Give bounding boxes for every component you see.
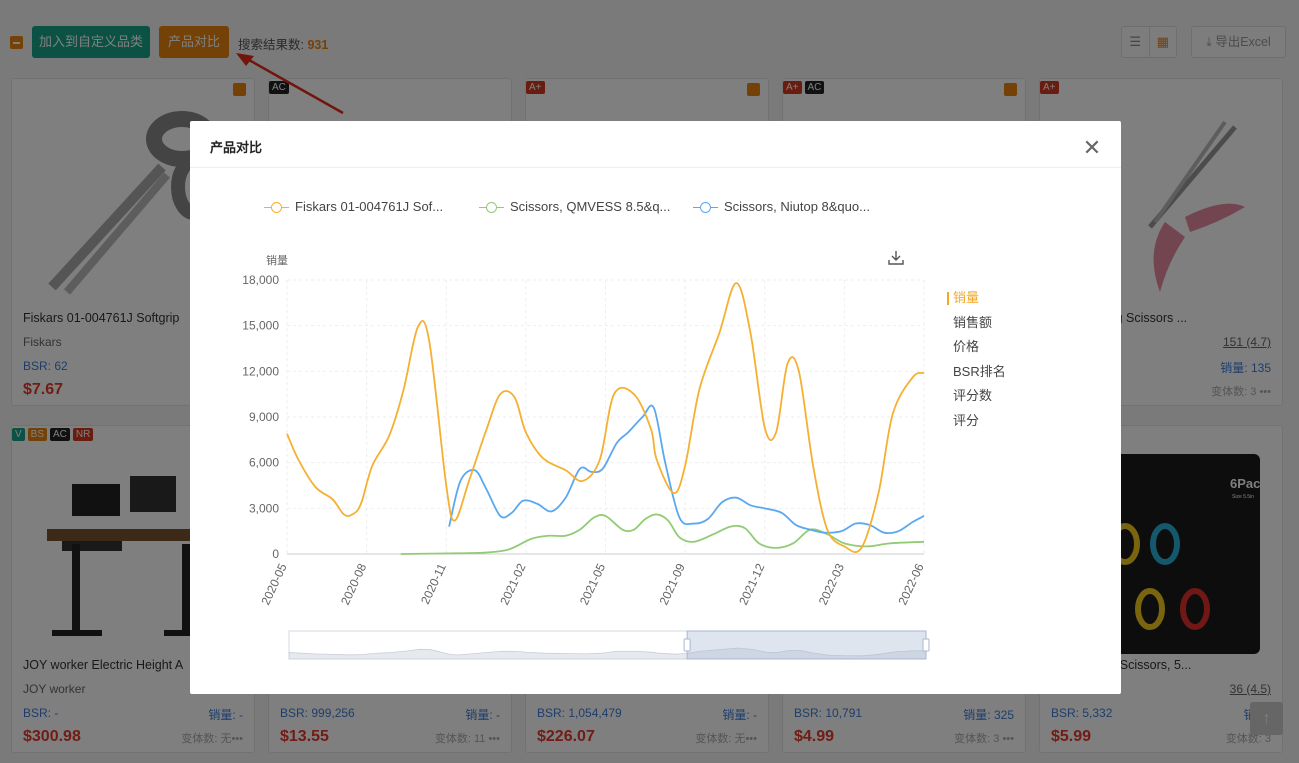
zoom-handle-right[interactable]	[922, 638, 930, 652]
series-line-1	[286, 282, 925, 554]
modal-title: 产品对比	[210, 140, 263, 155]
y-axis-label: 销量	[266, 253, 288, 267]
legend-item[interactable]: Scissors, QMVESS 8.5&q...	[479, 199, 670, 214]
x-tick-label: 2020-08	[338, 561, 369, 607]
metric-option[interactable]: 评分	[953, 412, 980, 428]
product-compare-modal: 产品对比 ✕ Fiskars 01-004761J Sof... Scissors…	[190, 121, 1121, 694]
y-tick-label: 0	[272, 547, 279, 561]
metric-option[interactable]: 销量	[947, 288, 1006, 313]
x-tick-label: 2021-05	[577, 561, 608, 607]
legend-item[interactable]: Scissors, Niutop 8&quo...	[693, 199, 870, 214]
x-tick-label: 2021-02	[497, 561, 528, 607]
series-line-3	[448, 404, 925, 535]
x-tick-label: 2020-05	[258, 561, 289, 607]
legend-marker-icon	[479, 201, 504, 213]
x-tick-label: 2021-09	[657, 561, 688, 607]
legend-label: Scissors, Niutop 8&quo...	[724, 199, 870, 214]
legend-item[interactable]: Fiskars 01-004761J Sof...	[264, 199, 443, 214]
y-tick-label: 15,000	[242, 319, 279, 333]
close-icon[interactable]: ✕	[1082, 135, 1102, 160]
legend-marker-icon	[264, 201, 289, 213]
zoom-slider-preview	[288, 647, 927, 660]
legend-label: Scissors, QMVESS 8.5&q...	[510, 199, 671, 214]
metric-menu: 销量 销售额价格 BSR排名评分数评分	[947, 288, 1006, 435]
metric-option[interactable]: 销售额	[953, 314, 993, 330]
legend-marker-icon	[693, 201, 718, 213]
legend-label: Fiskars 01-004761J Sof...	[295, 199, 444, 214]
series-line-2	[400, 513, 925, 555]
y-tick-label: 9,000	[249, 410, 279, 424]
metric-option[interactable]: BSR排名	[953, 363, 1006, 379]
x-tick-label: 2020-11	[418, 561, 449, 606]
x-tick-label: 2021-12	[736, 561, 767, 607]
sales-line-chart: 0 3,000 6,000 9,000 12,000 15,000 18,000 2020-0…	[242, 253, 930, 660]
zoom-handle-left[interactable]	[683, 638, 691, 652]
x-tick-label: 2022-03	[816, 561, 847, 607]
download-icon[interactable]	[887, 249, 905, 267]
zoom-slider-window	[686, 630, 927, 660]
x-tick-label: 2022-06	[895, 561, 926, 607]
y-tick-label: 3,000	[249, 501, 279, 515]
y-tick-label: 18,000	[242, 273, 279, 287]
y-tick-label: 12,000	[242, 364, 279, 378]
metric-option[interactable]: 评分数	[953, 388, 993, 403]
y-tick-label: 6,000	[249, 456, 279, 470]
metric-option[interactable]: 价格	[953, 339, 980, 354]
modal-header: 产品对比 ✕	[190, 121, 1121, 168]
